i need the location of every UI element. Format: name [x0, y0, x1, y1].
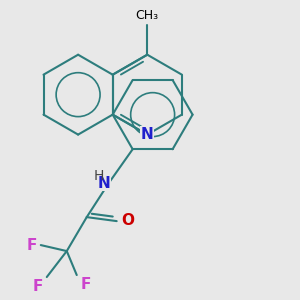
Text: N: N	[141, 127, 154, 142]
Text: F: F	[32, 279, 43, 294]
Text: N: N	[98, 176, 111, 191]
Text: H: H	[94, 169, 104, 183]
Text: O: O	[122, 213, 134, 228]
Text: F: F	[26, 238, 37, 253]
Text: CH₃: CH₃	[136, 9, 159, 22]
Text: F: F	[81, 277, 91, 292]
